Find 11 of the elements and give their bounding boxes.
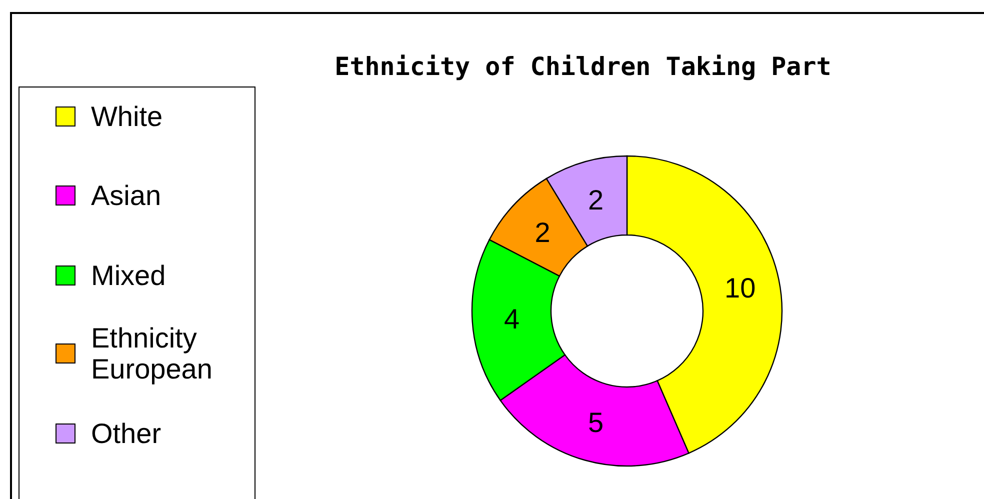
data-label: 4 [504,304,520,335]
legend-label: Other [91,418,162,449]
legend-label: Mixed [91,260,166,291]
legend-label: Ethnicity European [91,322,212,384]
data-label: 5 [588,407,604,438]
data-label: 2 [534,216,550,248]
legend-label: White [91,101,163,132]
chart-title: Ethnicity of Children Taking Part [334,52,832,81]
data-label: 10 [724,272,756,304]
data-label: 2 [588,184,604,216]
legend-label: Asian [91,180,162,211]
